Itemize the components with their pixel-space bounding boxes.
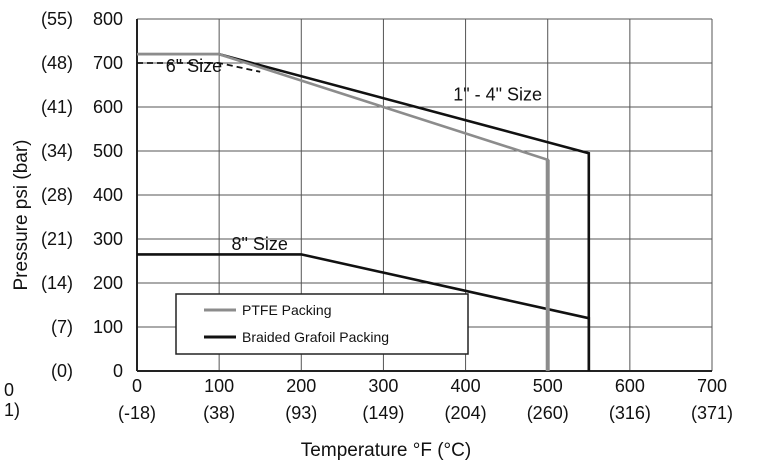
legend-box (175, 293, 469, 355)
x-tick-f-label: 100 (204, 376, 234, 396)
x-tick-c-label: (204) (445, 403, 487, 423)
x-axis-title: Temperature °F (°C) (301, 440, 471, 461)
y-tick-bar-label: (34) (41, 141, 73, 161)
annotation-1-4in-size: 1" - 4" Size (453, 84, 542, 104)
y-tick-psi-label: 700 (93, 53, 123, 73)
y-tick-psi-label: 600 (93, 97, 123, 117)
x-tick-c-label: (-18) (118, 403, 156, 423)
y-tick-bar-label: (14) (41, 273, 73, 293)
x-tick-f-label: 700 (697, 376, 727, 396)
x-tick-c-label: (371) (691, 403, 733, 423)
x-axis-ticks: 0 (-18) 100 (38) 200 (93) 300 (149) 400 (204) 500 (… (118, 376, 733, 423)
stray-label-top: 0 (4, 380, 14, 400)
legend-label-ptfe: PTFE Packing (242, 302, 331, 318)
y-axis-ticks: (0) 0 (7) 100 (14) 200 (21) 300 (28) 400 (34) 500 (4… (41, 9, 123, 381)
annotations: 6" Size 1" - 4" Size 8" Size (166, 56, 542, 254)
x-tick-c-label: (93) (285, 403, 317, 423)
y-tick-bar-label: (28) (41, 185, 73, 205)
y-tick-bar-label: (48) (41, 53, 73, 73)
y-axis-title: Pressure psi (bar) (11, 140, 32, 291)
x-tick-c-label: (38) (203, 403, 235, 423)
legend: PTFE Packing Braided Grafoil Packing (175, 293, 469, 355)
legend-label-grafoil: Braided Grafoil Packing (242, 329, 389, 345)
x-tick-f-label: 300 (368, 376, 398, 396)
x-tick-c-label: (316) (609, 403, 651, 423)
x-tick-f-label: 0 (132, 376, 142, 396)
y-tick-bar-label: (55) (41, 9, 73, 29)
y-tick-psi-label: 300 (93, 229, 123, 249)
y-tick-psi-label: 400 (93, 185, 123, 205)
annotation-8in-size: 8" Size (231, 234, 287, 254)
y-tick-psi-label: 0 (113, 361, 123, 381)
y-tick-bar-label: (7) (51, 317, 73, 337)
x-tick-c-label: (149) (362, 403, 404, 423)
x-tick-c-label: (260) (527, 403, 569, 423)
x-tick-f-label: 600 (615, 376, 645, 396)
y-tick-bar-label: (0) (51, 361, 73, 381)
y-tick-psi-label: 800 (93, 9, 123, 29)
x-tick-f-label: 400 (451, 376, 481, 396)
series-line-6in-dashed (137, 62, 261, 73)
y-tick-bar-label: (21) (41, 229, 73, 249)
y-tick-psi-label: 100 (93, 317, 123, 337)
y-tick-bar-label: (41) (41, 97, 73, 117)
y-tick-psi-label: 200 (93, 273, 123, 293)
data-lines (137, 52, 591, 371)
x-tick-f-label: 200 (286, 376, 316, 396)
stray-label-bottom: 1) (4, 400, 20, 420)
x-tick-f-label: 500 (533, 376, 563, 396)
y-tick-psi-label: 500 (93, 141, 123, 161)
annotation-6in-size: 6" Size (166, 56, 222, 76)
